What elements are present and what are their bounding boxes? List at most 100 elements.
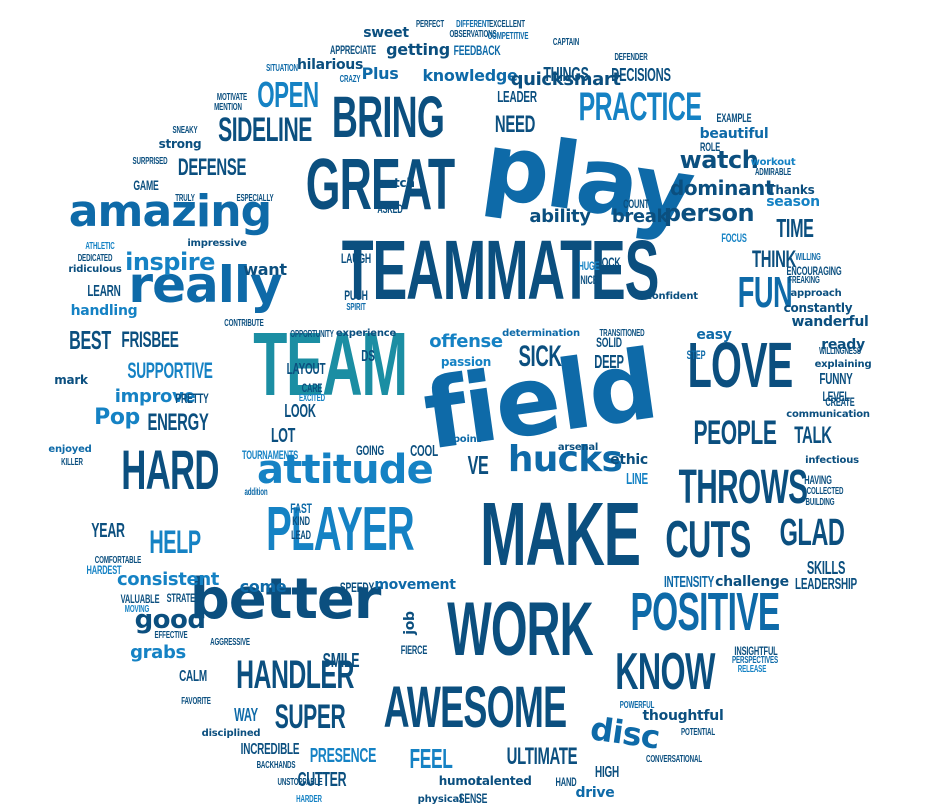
word-determination: determination bbox=[502, 328, 580, 339]
word-truly: TRULY bbox=[175, 193, 195, 204]
word-collected: COLLECTED bbox=[806, 486, 844, 497]
word-time: TIME bbox=[776, 213, 814, 243]
word-fast: FAST bbox=[290, 500, 312, 516]
word-going: GOING bbox=[355, 442, 385, 458]
word-amazing: amazing bbox=[68, 186, 272, 237]
word-make: MAKE bbox=[480, 485, 641, 585]
word-look: LOOK bbox=[284, 401, 316, 421]
word-tournaments: TOURNAMENTS bbox=[241, 448, 299, 462]
word-funny: FUNNY bbox=[819, 371, 853, 388]
word-smile: SMILE bbox=[322, 650, 360, 672]
word-handling: handling bbox=[70, 303, 138, 319]
word-thanks: Thanks bbox=[767, 183, 815, 197]
word-smart: smart bbox=[563, 69, 621, 90]
word-favorite: FAVORITE bbox=[181, 696, 211, 707]
word-feel: FEEL bbox=[409, 743, 453, 774]
word-feedback: FEEDBACK bbox=[453, 42, 501, 58]
word-beautiful: beautiful bbox=[699, 126, 769, 142]
word-offense: offense bbox=[429, 331, 503, 352]
word-cutter: CUTTER bbox=[297, 769, 347, 791]
word-super: SUPER bbox=[274, 698, 346, 736]
word-really: really bbox=[128, 256, 282, 314]
word-easy: easy bbox=[696, 327, 732, 343]
word-ethic: ethic bbox=[610, 452, 648, 468]
word-fierce: FIERCE bbox=[400, 643, 428, 657]
word-throws: THROWS bbox=[678, 461, 808, 514]
word-appreciate: APPRECIATE bbox=[330, 43, 376, 57]
word-explaining: explaining bbox=[814, 359, 872, 370]
word-need: NEED bbox=[494, 111, 536, 138]
word-strategy: STRATEGY bbox=[166, 591, 206, 605]
word-improve: improve bbox=[114, 386, 196, 407]
word-conversational: CONVERSATIONAL bbox=[645, 754, 703, 765]
word-wanderful: wanderful bbox=[791, 314, 869, 330]
word-addition: addition bbox=[244, 487, 268, 498]
word-sick: SICK bbox=[518, 340, 562, 373]
word-presence: PRESENCE bbox=[309, 745, 377, 767]
word-kind: KIND bbox=[292, 514, 310, 528]
word-leadership: LEADERSHIP bbox=[795, 576, 857, 593]
word-catch: catch bbox=[379, 176, 415, 190]
word-come: come bbox=[239, 577, 287, 596]
word-drive: drive bbox=[575, 785, 615, 801]
word-level: LEVEL bbox=[822, 388, 850, 404]
word-challenge: challenge bbox=[715, 574, 789, 590]
word-plus: Plus bbox=[361, 64, 399, 83]
word-season: season bbox=[766, 194, 820, 210]
word-effective: EFFECTIVE bbox=[154, 630, 188, 641]
word-contribute: CONTRIBUTE bbox=[224, 318, 264, 329]
word-cool: COOL bbox=[410, 443, 438, 460]
word-asked: ASKED bbox=[377, 202, 403, 216]
word-open: OPEN bbox=[257, 74, 319, 115]
word-valuable: VALUABLE bbox=[120, 592, 160, 606]
word-observations: OBSERVATIONS bbox=[449, 29, 497, 40]
word-nice: NICE bbox=[580, 273, 598, 287]
word-things: THINGS bbox=[543, 64, 589, 86]
word-ds: DS bbox=[361, 348, 375, 365]
word-work: WORK bbox=[447, 587, 593, 672]
word-lot: LOT bbox=[270, 425, 296, 447]
word-role: ROLE bbox=[699, 140, 721, 154]
word-humor: humor bbox=[438, 774, 482, 788]
word-confident: confident bbox=[646, 291, 698, 302]
word-calm: CALM bbox=[179, 668, 207, 685]
word-break: break bbox=[611, 206, 669, 227]
word-athletic: ATHLETIC bbox=[85, 241, 115, 252]
word-perspectives: PERSPECTIVES bbox=[731, 655, 779, 666]
word-willingness: WILLINGNESS bbox=[819, 346, 861, 357]
word-good: good bbox=[134, 605, 206, 635]
word-enjoyed: enjoyed bbox=[48, 444, 92, 455]
word-want: want bbox=[243, 260, 287, 279]
word-different: DIFFERENT bbox=[456, 19, 490, 30]
word-movement: movement bbox=[374, 577, 456, 593]
word-mark: mark bbox=[54, 373, 88, 387]
word-communication: communication bbox=[786, 409, 870, 420]
word-opportunity: OPPORTUNITY bbox=[290, 329, 334, 340]
word-pop: Pop bbox=[94, 405, 140, 430]
word-workout: workout bbox=[750, 157, 796, 168]
word-perfect: PERFECT bbox=[415, 19, 445, 30]
word-hard: HARD bbox=[121, 438, 219, 501]
word-care: CARE bbox=[301, 381, 323, 395]
word-crazy: CRAZY bbox=[339, 74, 361, 85]
word-fun: FUN bbox=[737, 268, 793, 317]
word-situation: SITUATION bbox=[266, 63, 298, 74]
word-excited: EXCITED bbox=[298, 393, 326, 404]
word-practice: PRACTICE bbox=[578, 85, 702, 129]
word-arsenal: arsenal bbox=[557, 442, 599, 453]
word-example: EXAMPLE bbox=[716, 111, 752, 125]
word-deep: DEEP bbox=[594, 352, 624, 372]
word-disciplined: disciplined bbox=[201, 728, 261, 739]
word-competitive: COMPETITIVE bbox=[487, 31, 529, 42]
word-hucks: hucks bbox=[507, 439, 623, 480]
word-cuts: CUTS bbox=[665, 511, 751, 569]
word-player: PLAYER bbox=[266, 495, 415, 564]
word-teammates: TEAMMATES bbox=[341, 223, 660, 317]
word-think: THINK bbox=[752, 246, 796, 273]
word-approach: approach bbox=[790, 288, 842, 299]
word-motivate: MOTIVATE bbox=[216, 92, 248, 103]
word-bring: BRING bbox=[331, 85, 445, 150]
word-ve: VE bbox=[467, 450, 489, 480]
word-energy: ENERGY bbox=[147, 409, 209, 436]
word-killer: KILLER bbox=[61, 457, 83, 468]
